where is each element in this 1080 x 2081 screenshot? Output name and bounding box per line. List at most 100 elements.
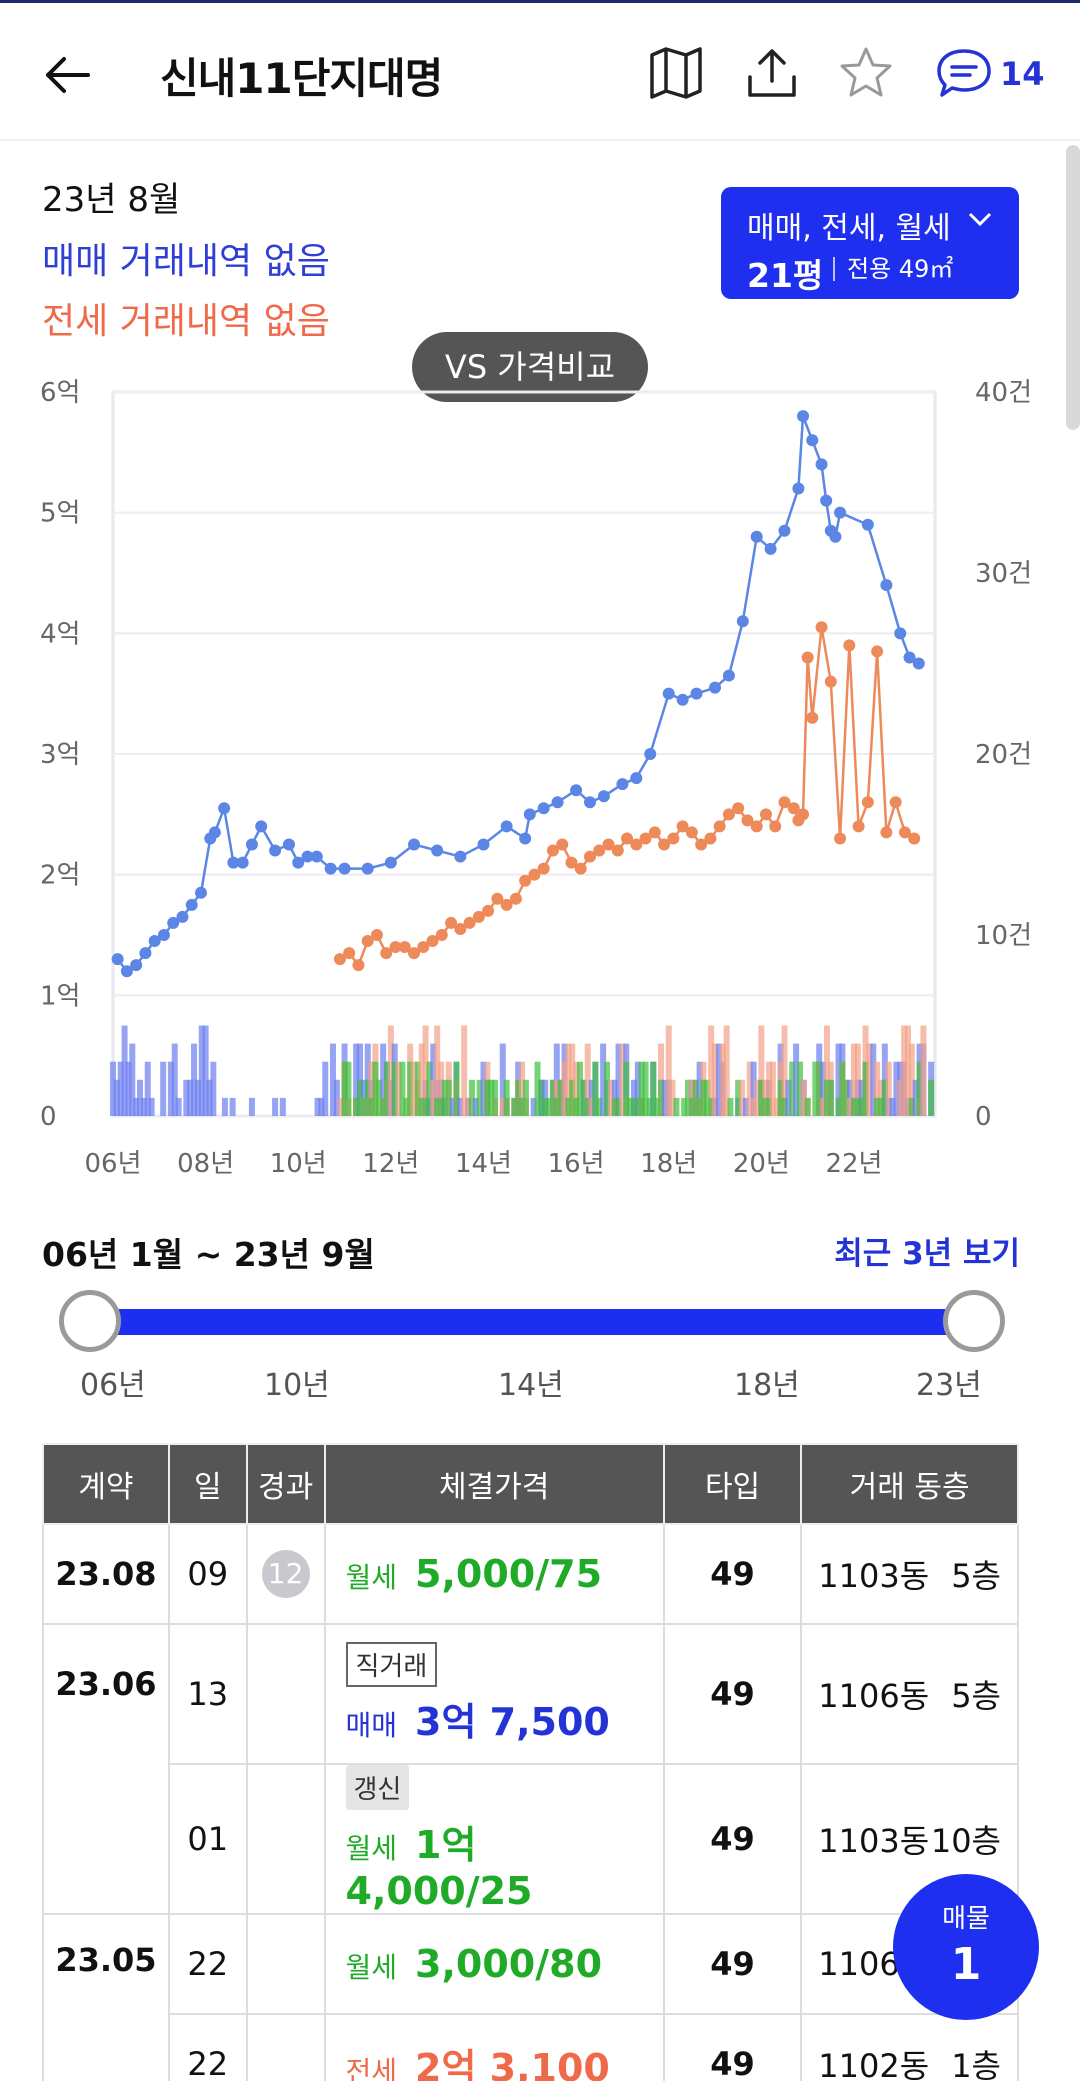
volume-bar xyxy=(129,1043,136,1116)
deal-kind: 월세 xyxy=(345,1561,398,1594)
jeonse-price-point xyxy=(667,832,680,845)
sale-price-point xyxy=(338,862,351,875)
volume-bar xyxy=(619,1043,626,1116)
map-icon[interactable] xyxy=(646,43,706,103)
scrollbar[interactable] xyxy=(1066,145,1080,430)
share-icon[interactable] xyxy=(742,43,802,103)
volume-bar xyxy=(438,1097,445,1116)
sale-price-point xyxy=(820,494,833,507)
volume-bar xyxy=(650,1061,657,1116)
volume-bar xyxy=(607,1079,614,1116)
sale-price-point xyxy=(551,796,564,809)
sale-price-point xyxy=(139,947,152,960)
col-day[interactable]: 일 xyxy=(167,1443,248,1525)
volume-bar xyxy=(781,1097,788,1116)
sale-price-point xyxy=(408,838,421,851)
jeonse-price-point xyxy=(380,947,393,960)
col-price[interactable]: 체결가격 xyxy=(323,1443,665,1525)
volume-bar xyxy=(766,1061,773,1116)
volume-bar xyxy=(762,1097,769,1116)
contract-day: 22 xyxy=(167,1913,248,2015)
volume-bar xyxy=(746,1061,753,1116)
jeonse-price-point xyxy=(472,910,485,923)
y-right-tick-label: 10건 xyxy=(975,921,1032,951)
table-row[interactable]: 22 전세 2억 3,100 49 1102동 1층 xyxy=(43,2013,1019,2081)
volume-bar xyxy=(534,1061,541,1116)
volume-bar xyxy=(538,1079,545,1116)
table-row[interactable]: 01 갱신 월세 1억 4,000/25 49 1103동 10층 xyxy=(43,1763,1019,1915)
sale-price-point xyxy=(227,856,240,869)
volume-bar xyxy=(353,1097,360,1116)
volume-bar xyxy=(727,1097,734,1116)
sale-price-point xyxy=(384,856,397,869)
volume-bar xyxy=(816,1061,823,1116)
sale-price-point xyxy=(597,790,610,803)
jeonse-price-point xyxy=(732,802,745,815)
y-left-tick-label: 2억 xyxy=(40,861,80,891)
message-icon[interactable] xyxy=(934,43,994,103)
col-dong-floor[interactable]: 거래 동층 xyxy=(800,1443,1019,1525)
table-row[interactable]: 23.05 22 월세 3,000/80 49 1106 xyxy=(42,1913,1019,2081)
dong: 1103동 xyxy=(818,1822,930,1860)
volume-bar xyxy=(380,1097,387,1116)
volume-bar xyxy=(418,1043,425,1116)
volume-bar xyxy=(561,1061,568,1116)
volume-bar xyxy=(708,1025,715,1116)
sale-price-point xyxy=(523,808,536,821)
volume-bar xyxy=(542,1097,549,1116)
unit-type: 49 xyxy=(662,1523,803,1625)
sale-price-point xyxy=(255,820,268,833)
volume-bar xyxy=(820,1097,827,1116)
volume-bar xyxy=(750,1097,757,1116)
volume-bar xyxy=(210,1061,217,1116)
volume-bar xyxy=(125,1061,132,1116)
vs-compare-button[interactable]: VS 가격비교 xyxy=(412,332,648,402)
volume-bar xyxy=(908,1097,915,1116)
col-contract[interactable]: 계약 xyxy=(42,1443,170,1525)
volume-bar xyxy=(804,1097,811,1116)
col-elapsed[interactable]: 경과 xyxy=(245,1443,326,1525)
volume-bar xyxy=(700,1079,707,1116)
deal-kind: 전세 xyxy=(345,2054,398,2081)
jeonse-price-point xyxy=(398,941,411,954)
volume-bar xyxy=(889,1097,896,1116)
contract-month: 23.05 xyxy=(42,1913,170,2081)
volume-bar xyxy=(858,1097,865,1116)
volume-bar xyxy=(140,1097,147,1116)
star-icon[interactable] xyxy=(836,43,896,103)
volume-bar xyxy=(866,1043,873,1116)
volume-bar xyxy=(395,1061,402,1116)
price-chart[interactable]: 0 1억 2억 3억 4억 5억 6억 0 10건 20건 30건 40건 06년 08년 10년 12년 14… xyxy=(0,370,1080,1190)
volume-bar xyxy=(418,1097,425,1116)
deal-type-filter[interactable]: 매매, 전세, 월세 21평 전용 49㎡ xyxy=(721,187,1019,299)
volume-bar xyxy=(893,1061,900,1116)
range-slider-end-thumb[interactable] xyxy=(943,1290,1005,1352)
volume-bar xyxy=(372,1061,379,1116)
deal-kind: 매매 xyxy=(345,1709,398,1742)
volume-bar xyxy=(499,1097,506,1116)
slider-tick: 23년 xyxy=(916,1368,982,1403)
volume-bar xyxy=(904,1025,911,1116)
volume-bar xyxy=(615,1097,622,1116)
recent-3y-link[interactable]: 최근 3년 보기 xyxy=(834,1236,1020,1272)
volume-bar xyxy=(345,1061,352,1116)
volume-bar xyxy=(461,1025,468,1116)
sale-price-point xyxy=(167,916,180,929)
table-row[interactable]: 23.08 09 12 월세 5,000/75 49 1103동 5층 xyxy=(42,1523,1019,1625)
back-arrow-icon[interactable] xyxy=(36,43,100,107)
sale-price-point xyxy=(111,953,124,966)
volume-bar xyxy=(221,1097,228,1116)
header-divider xyxy=(0,139,1080,141)
volume-bar xyxy=(854,1097,861,1116)
jeonse-price-point xyxy=(815,621,828,634)
range-slider-track[interactable] xyxy=(90,1309,974,1335)
table-row[interactable]: 23.06 13 직거래 매매 3억 7,500 49 1106동 5층 xyxy=(42,1623,1019,1915)
sale-price-point xyxy=(310,850,323,863)
volume-bar xyxy=(850,1043,857,1116)
col-type[interactable]: 타입 xyxy=(662,1443,803,1525)
jeonse-price-point xyxy=(908,832,921,845)
range-slider-start-thumb[interactable] xyxy=(59,1290,121,1352)
listings-fab-button[interactable]: 매물 1 xyxy=(893,1874,1039,2020)
sale-price-point xyxy=(834,506,847,519)
sale-price-point xyxy=(361,862,374,875)
